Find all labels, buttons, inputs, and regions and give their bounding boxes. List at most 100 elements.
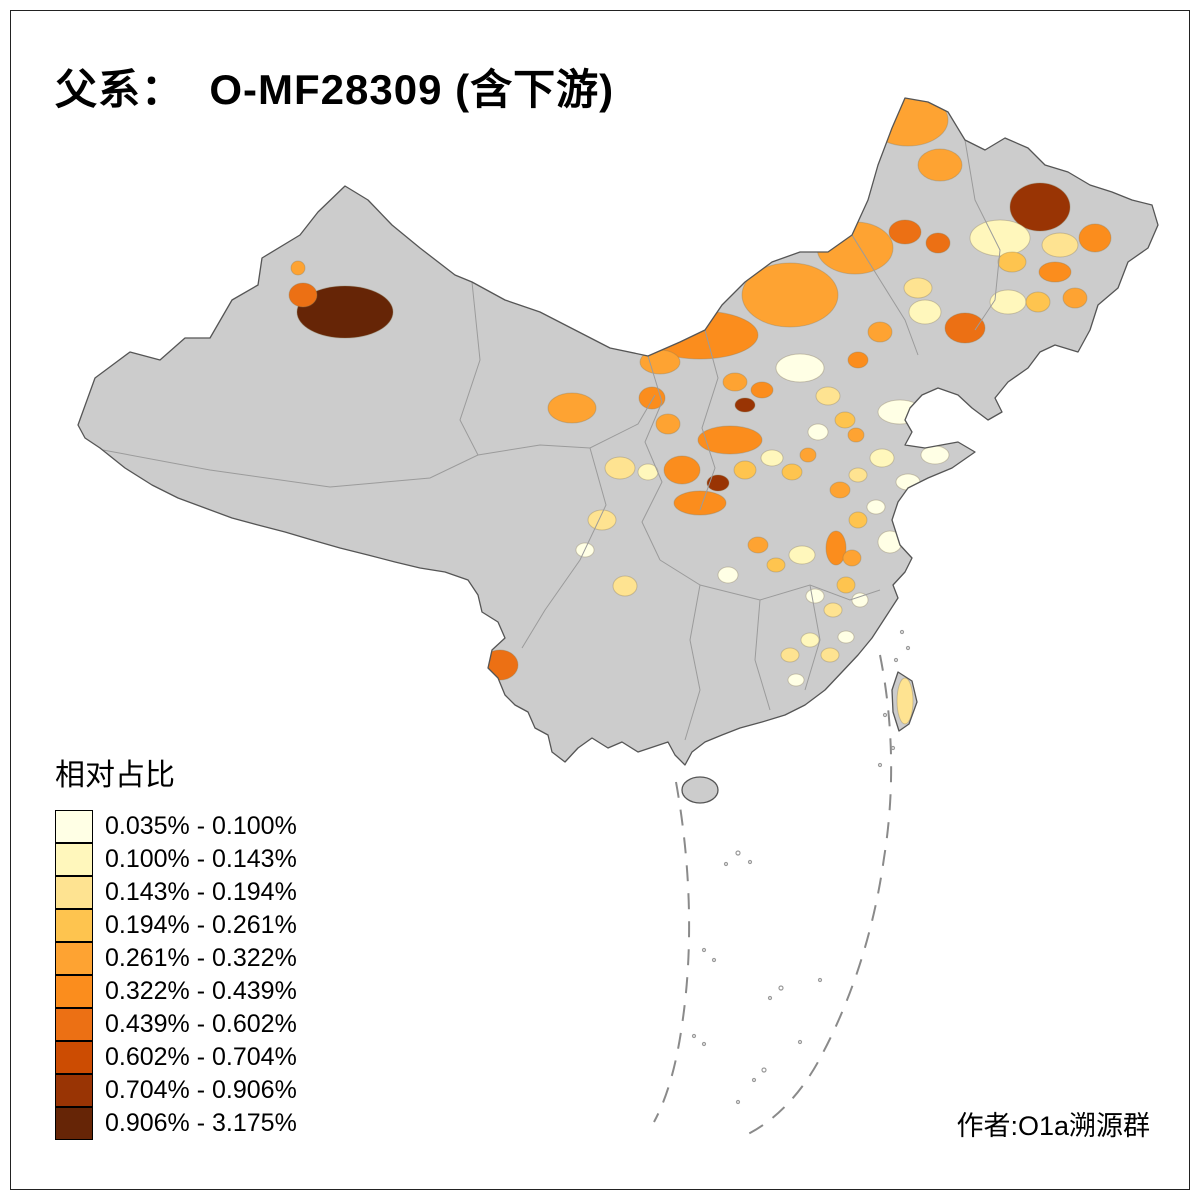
map-region [917,148,963,182]
map-region [847,427,865,443]
map-region [805,588,825,604]
map-region [997,251,1027,273]
map-region [781,463,803,481]
map-region [869,448,895,468]
legend-swatch [55,1040,93,1074]
legend-swatch [55,842,93,876]
map-region [639,349,681,375]
china-mainland [78,98,1158,765]
legend-swatch [55,1007,93,1041]
attribution: 作者:O1a溯源群 [956,1111,1150,1141]
map-region [877,399,923,425]
legend-title: 相对占比 [55,759,175,792]
map-region [867,321,893,343]
legend-label: 0.100% - 0.143% [105,845,297,873]
legend-swatch [55,941,93,975]
map-region [296,285,394,339]
map-region [896,677,914,725]
legend-label: 0.906% - 3.175% [105,1109,297,1137]
map-region [722,372,748,392]
map-region [800,632,820,648]
map-region [290,260,306,276]
map-region [587,509,617,531]
map-region [925,232,951,254]
map-region [717,566,739,584]
legend-row: 0.322% - 0.439% [55,974,297,1008]
legend-label: 0.704% - 0.906% [105,1076,297,1104]
map-region [823,602,843,618]
map-region [847,351,869,369]
legend-row: 0.100% - 0.143% [55,842,297,876]
map-region [612,575,638,597]
map-region [834,411,856,429]
legend-row: 0.439% - 0.602% [55,1007,297,1041]
map-region [655,413,681,435]
province-borders [102,139,1001,741]
map-region [706,474,730,492]
map-region [829,481,851,499]
map-region [1078,223,1112,253]
map-region [820,647,840,663]
map-region [1009,182,1071,232]
map-region [888,219,922,245]
map-region [288,282,318,308]
legend-label: 0.143% - 0.194% [105,878,297,906]
legend-row: 0.261% - 0.322% [55,941,297,975]
legend-row: 0.602% - 0.704% [55,1040,297,1074]
hainan-island [682,777,718,803]
legend-swatch [55,809,93,843]
colored-regions [288,98,1112,725]
south-china-sea-islets [691,629,911,1105]
map-region [866,499,886,515]
map-region [1025,291,1051,313]
map-region [788,545,816,565]
nine-dash-line [747,654,893,1135]
legend-swatch [55,974,93,1008]
legend-label: 0.322% - 0.439% [105,977,297,1005]
map-region [851,592,869,608]
legend-row: 0.906% - 3.175% [55,1106,297,1140]
map-region [750,381,774,399]
map-region [481,649,519,681]
legend-label: 0.261% - 0.322% [105,944,297,972]
legend-swatch [55,1106,93,1140]
map-region [825,530,847,566]
map-region [741,262,839,328]
map-region [903,277,933,299]
map-region [908,299,942,325]
map-region [760,449,784,467]
legend-label: 0.602% - 0.704% [105,1043,297,1071]
map-region [747,536,769,554]
map-region [734,397,756,413]
map-region [775,353,825,383]
legend-swatch [55,875,93,909]
map-region [1041,232,1079,258]
map-title: 父系： O-MF28309 (含下游) [55,66,615,113]
map-region [799,447,817,463]
map-region [697,425,763,455]
china-coast-outline [77,97,1159,766]
taiwan-coast-outline [891,671,918,732]
legend-label: 0.194% - 0.261% [105,911,297,939]
map-region [638,386,666,410]
map-region [673,490,727,516]
map-region [920,445,950,465]
legend-swatch [55,908,93,942]
map-region [1038,261,1072,283]
legend-row: 0.194% - 0.261% [55,908,297,942]
map-region [604,456,636,480]
map-region [867,98,949,147]
map-region [733,460,757,480]
map-region [766,557,786,573]
map-region [663,455,701,485]
legend-row: 0.035% - 0.100% [55,809,297,843]
map-region [836,576,856,594]
map-region [944,312,986,344]
map-region [848,511,868,529]
map-region [848,467,868,483]
legend-label: 0.439% - 0.602% [105,1010,297,1038]
map-region [780,647,800,663]
legend-row: 0.143% - 0.194% [55,875,297,909]
